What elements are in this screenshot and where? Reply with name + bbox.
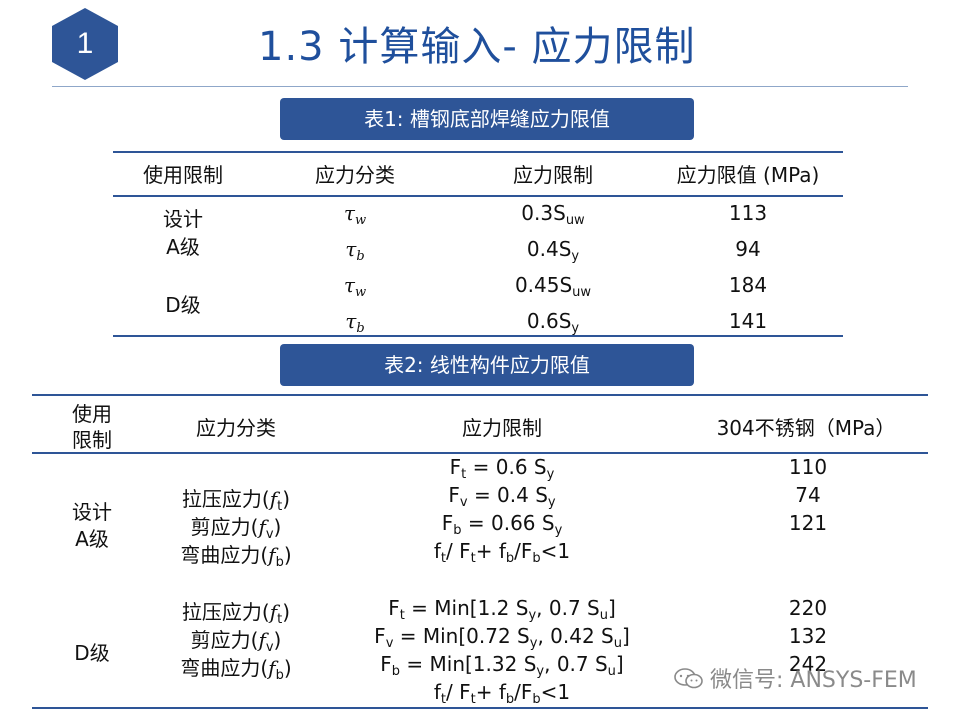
- table2-design-limit-fb: Fb = 0.66 Sy: [441, 511, 563, 538]
- wechat-watermark: 微信号: ANSYS-FEM: [674, 662, 917, 694]
- table1-row2-class: τb: [345, 237, 365, 264]
- table2-header-use-line2: 限制: [72, 428, 112, 452]
- table1-row1-class: τw: [343, 201, 367, 228]
- table1-row2-limit: 0.4Sy: [526, 237, 580, 264]
- table2-design-interaction: ft/ Ft+ fb/Fb<1: [433, 539, 571, 566]
- table2-bottom-rule: [32, 707, 928, 709]
- table2-header-use-line1: 使用: [72, 402, 112, 426]
- table2-header-rule: [32, 452, 928, 454]
- table2-d-limit-ft: Ft = Min[1.2 Sy, 0.7 Su]: [388, 596, 616, 623]
- table1-row4-limit: 0.6Sy: [526, 309, 580, 336]
- table2-d-value-2: 132: [788, 624, 828, 648]
- table2-d-interaction: ft/ Ft+ fb/Fb<1: [433, 680, 571, 707]
- table2-d-class-bending: 弯曲应力(fb): [180, 656, 292, 683]
- table2-level-d: D级: [74, 641, 110, 665]
- table1-row1-limit: 0.3Suw: [521, 201, 585, 228]
- table2-design-class-tension: 拉压应力(ft): [181, 487, 291, 514]
- table2-d-value-3: 242: [788, 652, 828, 676]
- section-number: 1: [76, 27, 94, 60]
- table2-header-class: 应力分类: [196, 416, 276, 440]
- table2-d-class-shear: 剪应力(fv): [190, 628, 282, 655]
- table1-row4-class: τb: [345, 309, 365, 336]
- table1-header-use: 使用限制: [143, 163, 223, 187]
- table2-top-rule: [32, 394, 928, 396]
- table2-design-class-shear: 剪应力(fv): [190, 515, 282, 542]
- table1-top-rule: [113, 151, 843, 153]
- table1-level-d: D级: [165, 293, 201, 317]
- table2-header-material: 304不锈钢（MPa）: [716, 416, 896, 440]
- table2-d-limit-fb: Fb = Min[1.32 Sy, 0.7 Su]: [380, 652, 624, 679]
- table2-design-value-3: 121: [788, 511, 828, 535]
- table2-design-limit-fv: Fv = 0.4 Sy: [448, 483, 556, 510]
- table2-d-value-1: 220: [788, 596, 828, 620]
- watermark-text: 微信号: ANSYS-FEM: [710, 668, 917, 693]
- table1-level-design-line2: A级: [166, 235, 200, 259]
- table2-caption: 表2: 线性构件应力限值: [280, 344, 694, 386]
- table2-level-design-line1: 设计: [72, 500, 112, 524]
- table1-header-limit: 应力限制: [513, 163, 593, 187]
- table2-design-limit-ft: Ft = 0.6 Sy: [449, 455, 555, 482]
- table1-row1-value: 113: [728, 201, 768, 225]
- section-badge: 1: [52, 8, 118, 80]
- table2-design-value-1: 110: [788, 455, 828, 479]
- table2-d-limit-fv: Fv = Min[0.72 Sy, 0.42 Su]: [374, 624, 630, 651]
- table1-row3-class: τw: [343, 273, 367, 300]
- table2-header-limit: 应力限制: [462, 416, 542, 440]
- table2-design-value-2: 74: [795, 483, 821, 507]
- table2-level-design-line2: A级: [75, 527, 109, 551]
- wechat-icon: [674, 668, 704, 690]
- table2-d-class-tension: 拉压应力(ft): [181, 600, 291, 627]
- table1-row4-value: 141: [728, 309, 768, 333]
- table1-caption: 表1: 槽钢底部焊缝应力限值: [280, 98, 694, 140]
- table1-row3-limit: 0.45Suw: [514, 273, 592, 300]
- table1-header-value: 应力限值 (MPa): [676, 163, 820, 187]
- table2-design-class-bending: 弯曲应力(fb): [180, 543, 292, 570]
- title-divider: [52, 86, 908, 87]
- table1-row2-value: 94: [735, 237, 761, 261]
- table1-level-design-line1: 设计: [163, 207, 203, 231]
- table1-row3-value: 184: [728, 273, 768, 297]
- page-title: 1.3 计算输入- 应力限制: [258, 24, 696, 70]
- hexagon-shape: [52, 8, 118, 80]
- table1-header-rule: [113, 195, 843, 197]
- table1-bottom-rule: [113, 335, 843, 337]
- table1-header-class: 应力分类: [315, 163, 395, 187]
